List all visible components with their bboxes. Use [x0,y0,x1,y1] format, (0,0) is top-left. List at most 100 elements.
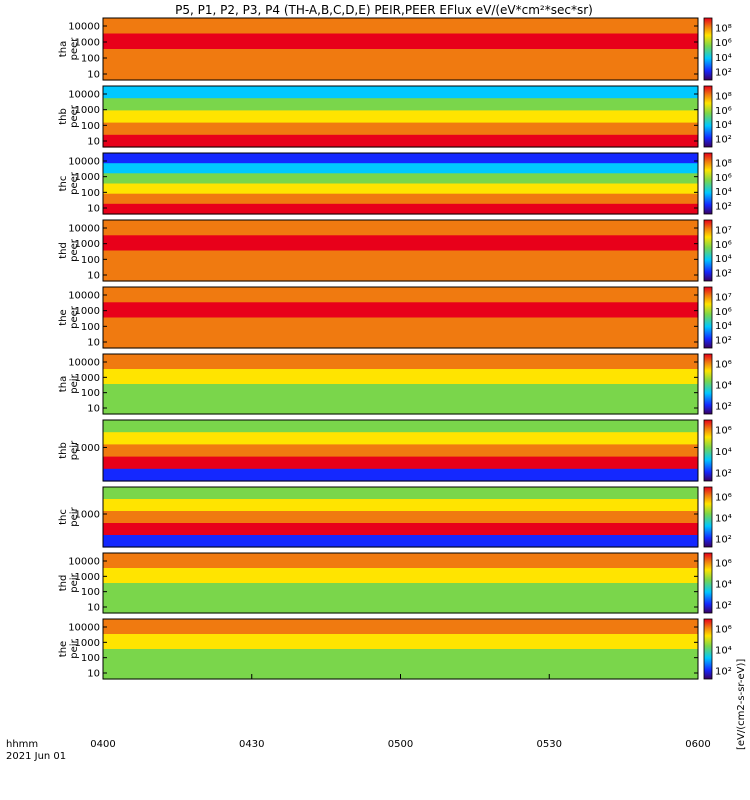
y-tick-label: 10 [87,338,100,349]
y-tick-label: 1000 [75,306,100,317]
colorbar [703,286,713,349]
panel-thb-peir: 1000 thb peir 10⁶ 10⁴ 10² [58,419,732,482]
spectrogram-band [103,499,698,512]
spectrogram-band [103,134,698,148]
y-tick-label: 100 [81,54,100,65]
spectrogram-band [103,420,698,433]
y-tick-label: 100 [81,388,100,399]
colorbar-tick-label: 10⁴ [715,321,732,332]
colorbar-tick-label: 10⁴ [715,447,732,458]
spectrogram-band [103,487,698,500]
y-tick-label: 10000 [68,557,100,568]
panel-ylabel: peer [69,238,80,262]
colorbar-tick-label: 10⁴ [715,514,732,525]
spectrogram-band [103,220,698,236]
y-tick-label: 100 [81,653,100,664]
panel-ylabel: the [58,641,69,657]
y-tick-label: 10000 [68,358,100,369]
y-tick-label: 10 [87,204,100,215]
spectrogram-band [103,649,698,665]
y-tick-label: 10 [87,404,100,415]
colorbar-tick-label: 10⁴ [715,580,732,591]
panel-frame [102,419,699,482]
y-tick-label: 10000 [68,291,100,302]
colorbar-tick-label: 10⁴ [715,381,732,392]
colorbar-tick-label: 10⁶ [715,240,732,251]
panel-frame [102,552,699,614]
colorbar-tick-label: 10⁶ [715,360,732,371]
colorbar-tick-label: 10² [715,535,732,546]
y-tick-label: 1000 [75,239,100,250]
colorbar-tick-label: 10⁶ [715,426,732,437]
panel-frame [102,219,699,282]
spectrogram-band [103,250,698,267]
panel-frame [102,85,699,148]
panel-ylabel: peir [69,440,80,460]
spectrogram-band [103,369,698,385]
panel-ylabel: peer [69,305,80,329]
y-tick-label: 10 [87,137,100,148]
panel-thd-peir: 10000 1000 100 10 thd peir 10⁶ 10⁴ 10² [58,552,732,614]
y-tick-label: 100 [81,121,100,132]
footer-date: 2021 Jun 01 [6,751,66,762]
y-tick-label: 10000 [68,623,100,634]
y-tick-label: 100 [81,322,100,333]
y-tick-label: 10000 [68,157,100,168]
y-tick-label: 1000 [75,373,100,384]
spectrogram-band [103,265,698,282]
colorbar [703,219,713,282]
spectrogram-band [103,49,698,66]
spectrogram-band [103,399,698,415]
panel-ylabel: thc [58,176,69,192]
spectrogram-band [103,456,698,470]
panel-ylabel: peir [69,572,80,592]
colorbar-label: [eV/(cm2-s-sr-eV)] [736,659,747,750]
spectrogram-band [103,468,698,482]
colorbar [703,486,713,548]
y-tick-label: 1000 [75,172,100,183]
panel-tha-peir: 10000 1000 100 10 tha peir 10⁶ 10⁴ 10² [58,353,732,415]
spectrogram-band [103,444,698,458]
colorbar-tick-label: 10² [715,135,732,146]
spectrogram-band [103,302,698,319]
colorbar-tick-label: 10⁴ [715,53,732,64]
colorbar-tick-label: 10² [715,402,732,413]
panel-the-peer: 10000 1000 100 10 the peer 10⁷ 10⁶ 10⁴ 10² [58,286,732,349]
colorbar [703,85,713,148]
colorbar [703,353,713,415]
spectrogram-band [103,193,698,205]
spectrogram-band [103,553,698,569]
colorbar-tick-label: 10⁶ [715,559,732,570]
x-tick-label: 0430 [239,739,264,750]
footer-hhmm: hhmm [6,739,38,750]
spectrogram-band [103,153,698,164]
spectrogram-band [103,354,698,370]
panel-thc-peir: 1000 thc peir 10⁶ 10⁴ 10² [58,486,732,548]
panel-ylabel: thb [58,108,69,125]
x-axis: 0400 0430 0500 0530 0600 [90,674,711,750]
panel-ylabel: peer [69,171,80,195]
spectrogram-band [103,33,698,50]
spectrogram-band [103,634,698,650]
spectrogram-band [103,511,698,524]
panel-the-peir: 10000 1000 100 10 the peir 10⁶ 10⁴ 10² [58,618,732,680]
panel-thc-peer: 10000 1000 100 10 thc peer 10⁸ 10⁶ 10⁴ 10² [58,152,732,215]
y-tick-label: 10 [87,271,100,282]
spectrogram-band [103,235,698,252]
y-tick-label: 1000 [75,510,100,521]
colorbar-tick-label: 10² [715,269,732,280]
x-tick-label: 0500 [388,739,413,750]
y-tick-label: 1000 [75,572,100,583]
spectrogram-band [103,64,698,81]
colorbar-tick-label: 10² [715,601,732,612]
spectrogram-band [103,173,698,185]
colorbar-tick-label: 10² [715,68,732,79]
colorbar-tick-label: 10⁶ [715,307,732,318]
y-tick-label: 10000 [68,22,100,33]
chart-title: P5, P1, P2, P3, P4 (TH-A,B,C,D,E) PEIR,P… [175,3,593,17]
panel-ylabel: tha [58,376,69,392]
colorbar-tick-label: 10⁴ [715,120,732,131]
spectrogram-band [103,122,698,136]
panel-tha-peer: 10000 1000 100 10 tha peer 10⁸ 10⁶ 10⁴ 10² [58,17,732,81]
